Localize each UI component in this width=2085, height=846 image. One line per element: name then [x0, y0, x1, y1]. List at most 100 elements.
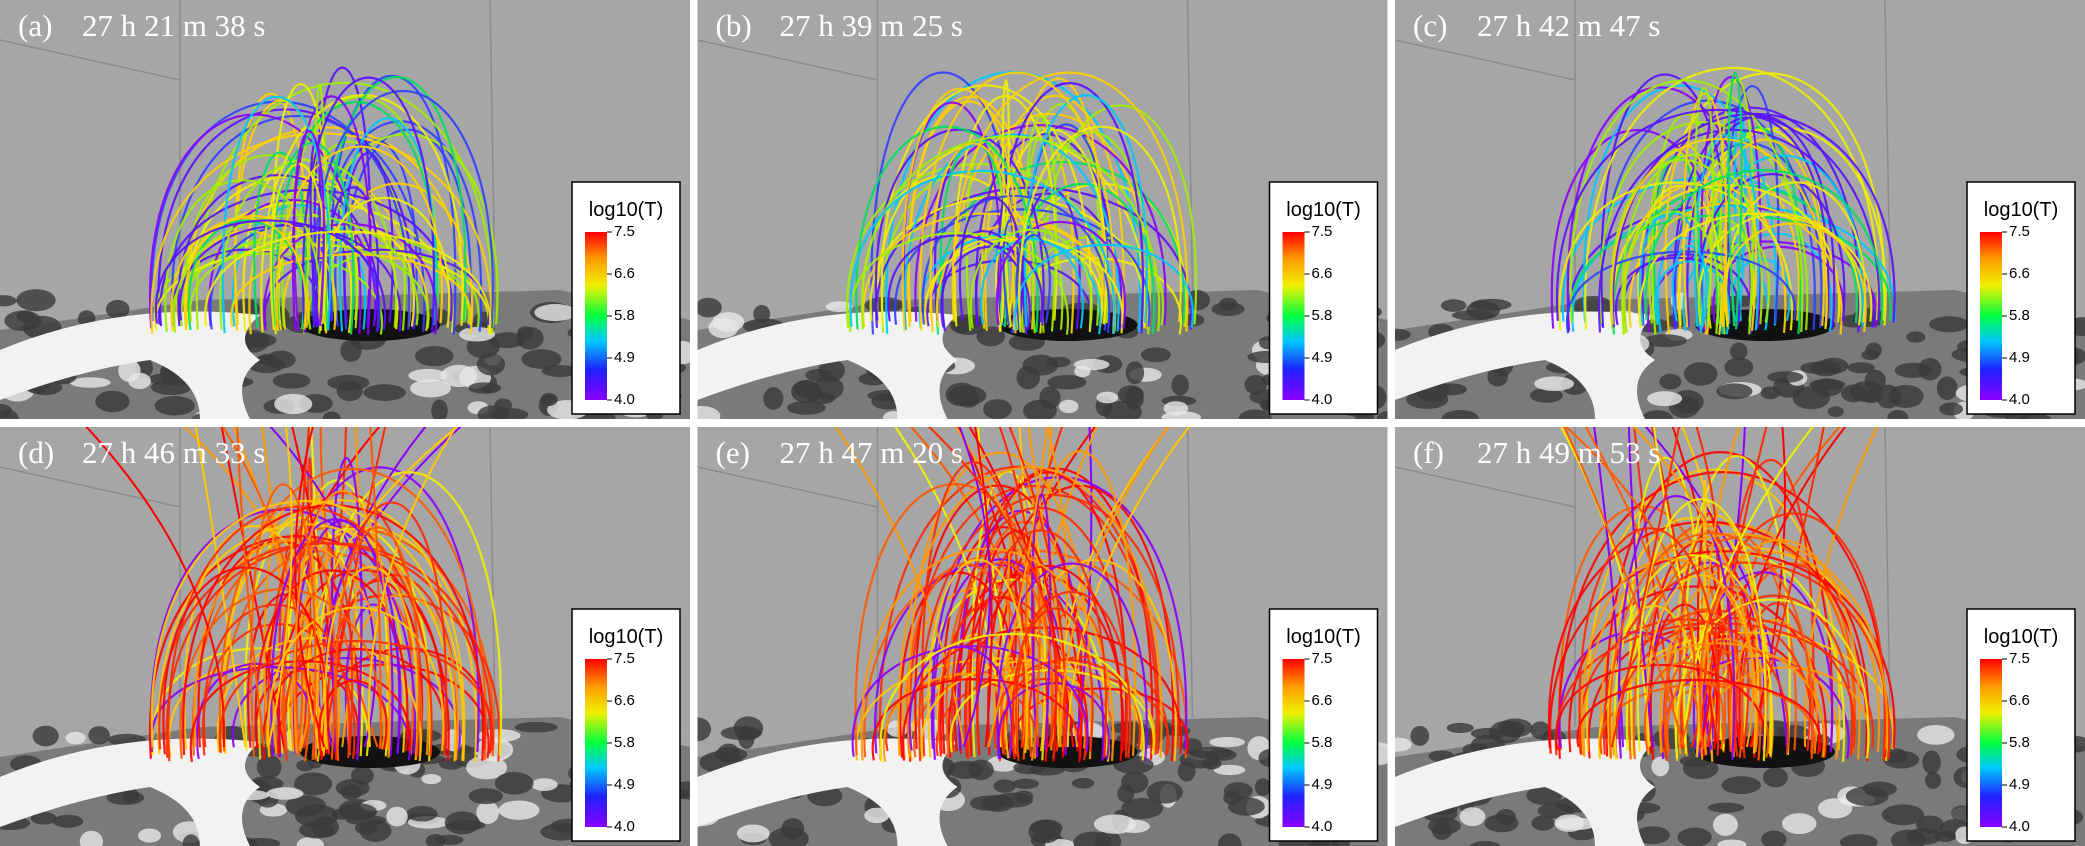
field-line [187, 219, 305, 331]
field-line [230, 253, 472, 327]
panel-time: 27 h 47 m 20 s [780, 435, 963, 470]
field-line [901, 626, 1183, 761]
colorbar: log10(T) 7.5 6.6 5.8 4.9 4.0 [571, 181, 681, 415]
field-line [327, 186, 379, 322]
colorbar-tick-label: 6.6 [2009, 265, 2030, 282]
patch [285, 795, 327, 817]
field-line [929, 142, 1018, 333]
patch [1395, 328, 1411, 341]
white-polarity [1395, 311, 1655, 419]
field-line [893, 208, 1151, 328]
patch [1495, 809, 1516, 826]
patch [1767, 371, 1804, 383]
open-field-line [1632, 427, 1754, 748]
patch [1441, 409, 1480, 419]
box-edge [697, 427, 1194, 727]
panel-label: (e) [716, 435, 750, 470]
field-line [1018, 125, 1182, 333]
patch [359, 819, 392, 842]
panel-time: 27 h 21 m 38 s [82, 8, 265, 43]
open-field-line [1066, 427, 1191, 748]
field-line [919, 71, 1116, 334]
colorbar-tick-label: 6.6 [2009, 692, 2030, 709]
colorbar-tick-label: 4.9 [614, 776, 635, 793]
patch [1555, 817, 1598, 830]
field-line [996, 562, 1148, 762]
colorbar-gradient [1980, 232, 2002, 400]
field-line [1599, 682, 1816, 754]
field-line [334, 526, 420, 761]
patch [1677, 827, 1712, 846]
patch [1410, 725, 1430, 746]
patch [1205, 749, 1237, 761]
field-line [154, 219, 387, 330]
patch [1887, 409, 1909, 419]
patch [805, 368, 834, 382]
colorbar: log10(T) 7.5 6.6 5.8 4.9 4.0 [571, 608, 681, 842]
field-line [183, 524, 327, 753]
open-field-line [267, 427, 293, 748]
field-line [1555, 663, 1767, 753]
colorbar-tick-label: 4.9 [1312, 349, 1333, 366]
field-line [935, 222, 1106, 328]
patch [1093, 814, 1137, 834]
patch [1865, 342, 1882, 358]
patch [1934, 830, 1956, 843]
patch [1459, 807, 1486, 827]
field-line [1611, 642, 1826, 758]
field-line [150, 500, 465, 761]
open-field-line [307, 427, 459, 748]
field-line [150, 666, 411, 761]
patch [1924, 772, 1942, 789]
field-line [164, 179, 322, 334]
patch [1881, 804, 1925, 826]
patch [444, 811, 480, 835]
field-line [157, 108, 416, 330]
open-field-line [236, 427, 266, 748]
patch [993, 779, 1016, 793]
field-line [953, 94, 1058, 327]
field-line [315, 471, 503, 756]
field-line [921, 461, 1025, 757]
panel: (f) 27 h 49 m 53 s log10(T) 7.5 6.6 5.8 4.9 4.0 [1395, 427, 2085, 846]
patch [1917, 724, 1955, 745]
field-line [1664, 608, 1744, 758]
field-line [1571, 204, 1896, 332]
field-lines [1550, 66, 1896, 335]
patch [1209, 737, 1245, 748]
patch [1146, 780, 1183, 804]
panel: (e) 27 h 47 m 20 s log10(T) 7.5 6.6 5.8 4.9 4.0 [697, 427, 1388, 846]
field-line [1694, 86, 1715, 326]
patch [1682, 757, 1719, 780]
field-line [1720, 222, 1867, 333]
open-field-line [1563, 427, 1686, 748]
patch [1716, 383, 1753, 400]
field-line [1636, 498, 1767, 761]
field-line [863, 549, 1188, 759]
field-line [1015, 607, 1094, 762]
patch [466, 755, 508, 780]
colorbar: log10(T) 7.5 6.6 5.8 4.9 4.0 [1268, 181, 1379, 415]
field-line [1621, 153, 1763, 335]
field-line [1598, 121, 1809, 331]
patch [864, 297, 904, 313]
colorbar-tick-label: 5.8 [1312, 734, 1333, 751]
patch [1761, 830, 1787, 846]
patch [30, 811, 57, 825]
field-line [1569, 79, 1804, 333]
field-line [1558, 181, 1794, 331]
field-line [1585, 468, 1841, 752]
patch [1641, 410, 1674, 419]
field-line [976, 564, 1124, 762]
field-line [1671, 244, 1708, 327]
patch [340, 339, 362, 362]
patch [438, 757, 464, 770]
field-line [201, 622, 356, 760]
patch [1845, 786, 1889, 807]
field-line [897, 466, 1163, 759]
patch [1012, 778, 1039, 790]
colorbar-tick-label: 7.5 [1312, 650, 1333, 667]
patch [1466, 300, 1501, 320]
field-line [901, 87, 1019, 331]
field-line [1015, 234, 1051, 333]
